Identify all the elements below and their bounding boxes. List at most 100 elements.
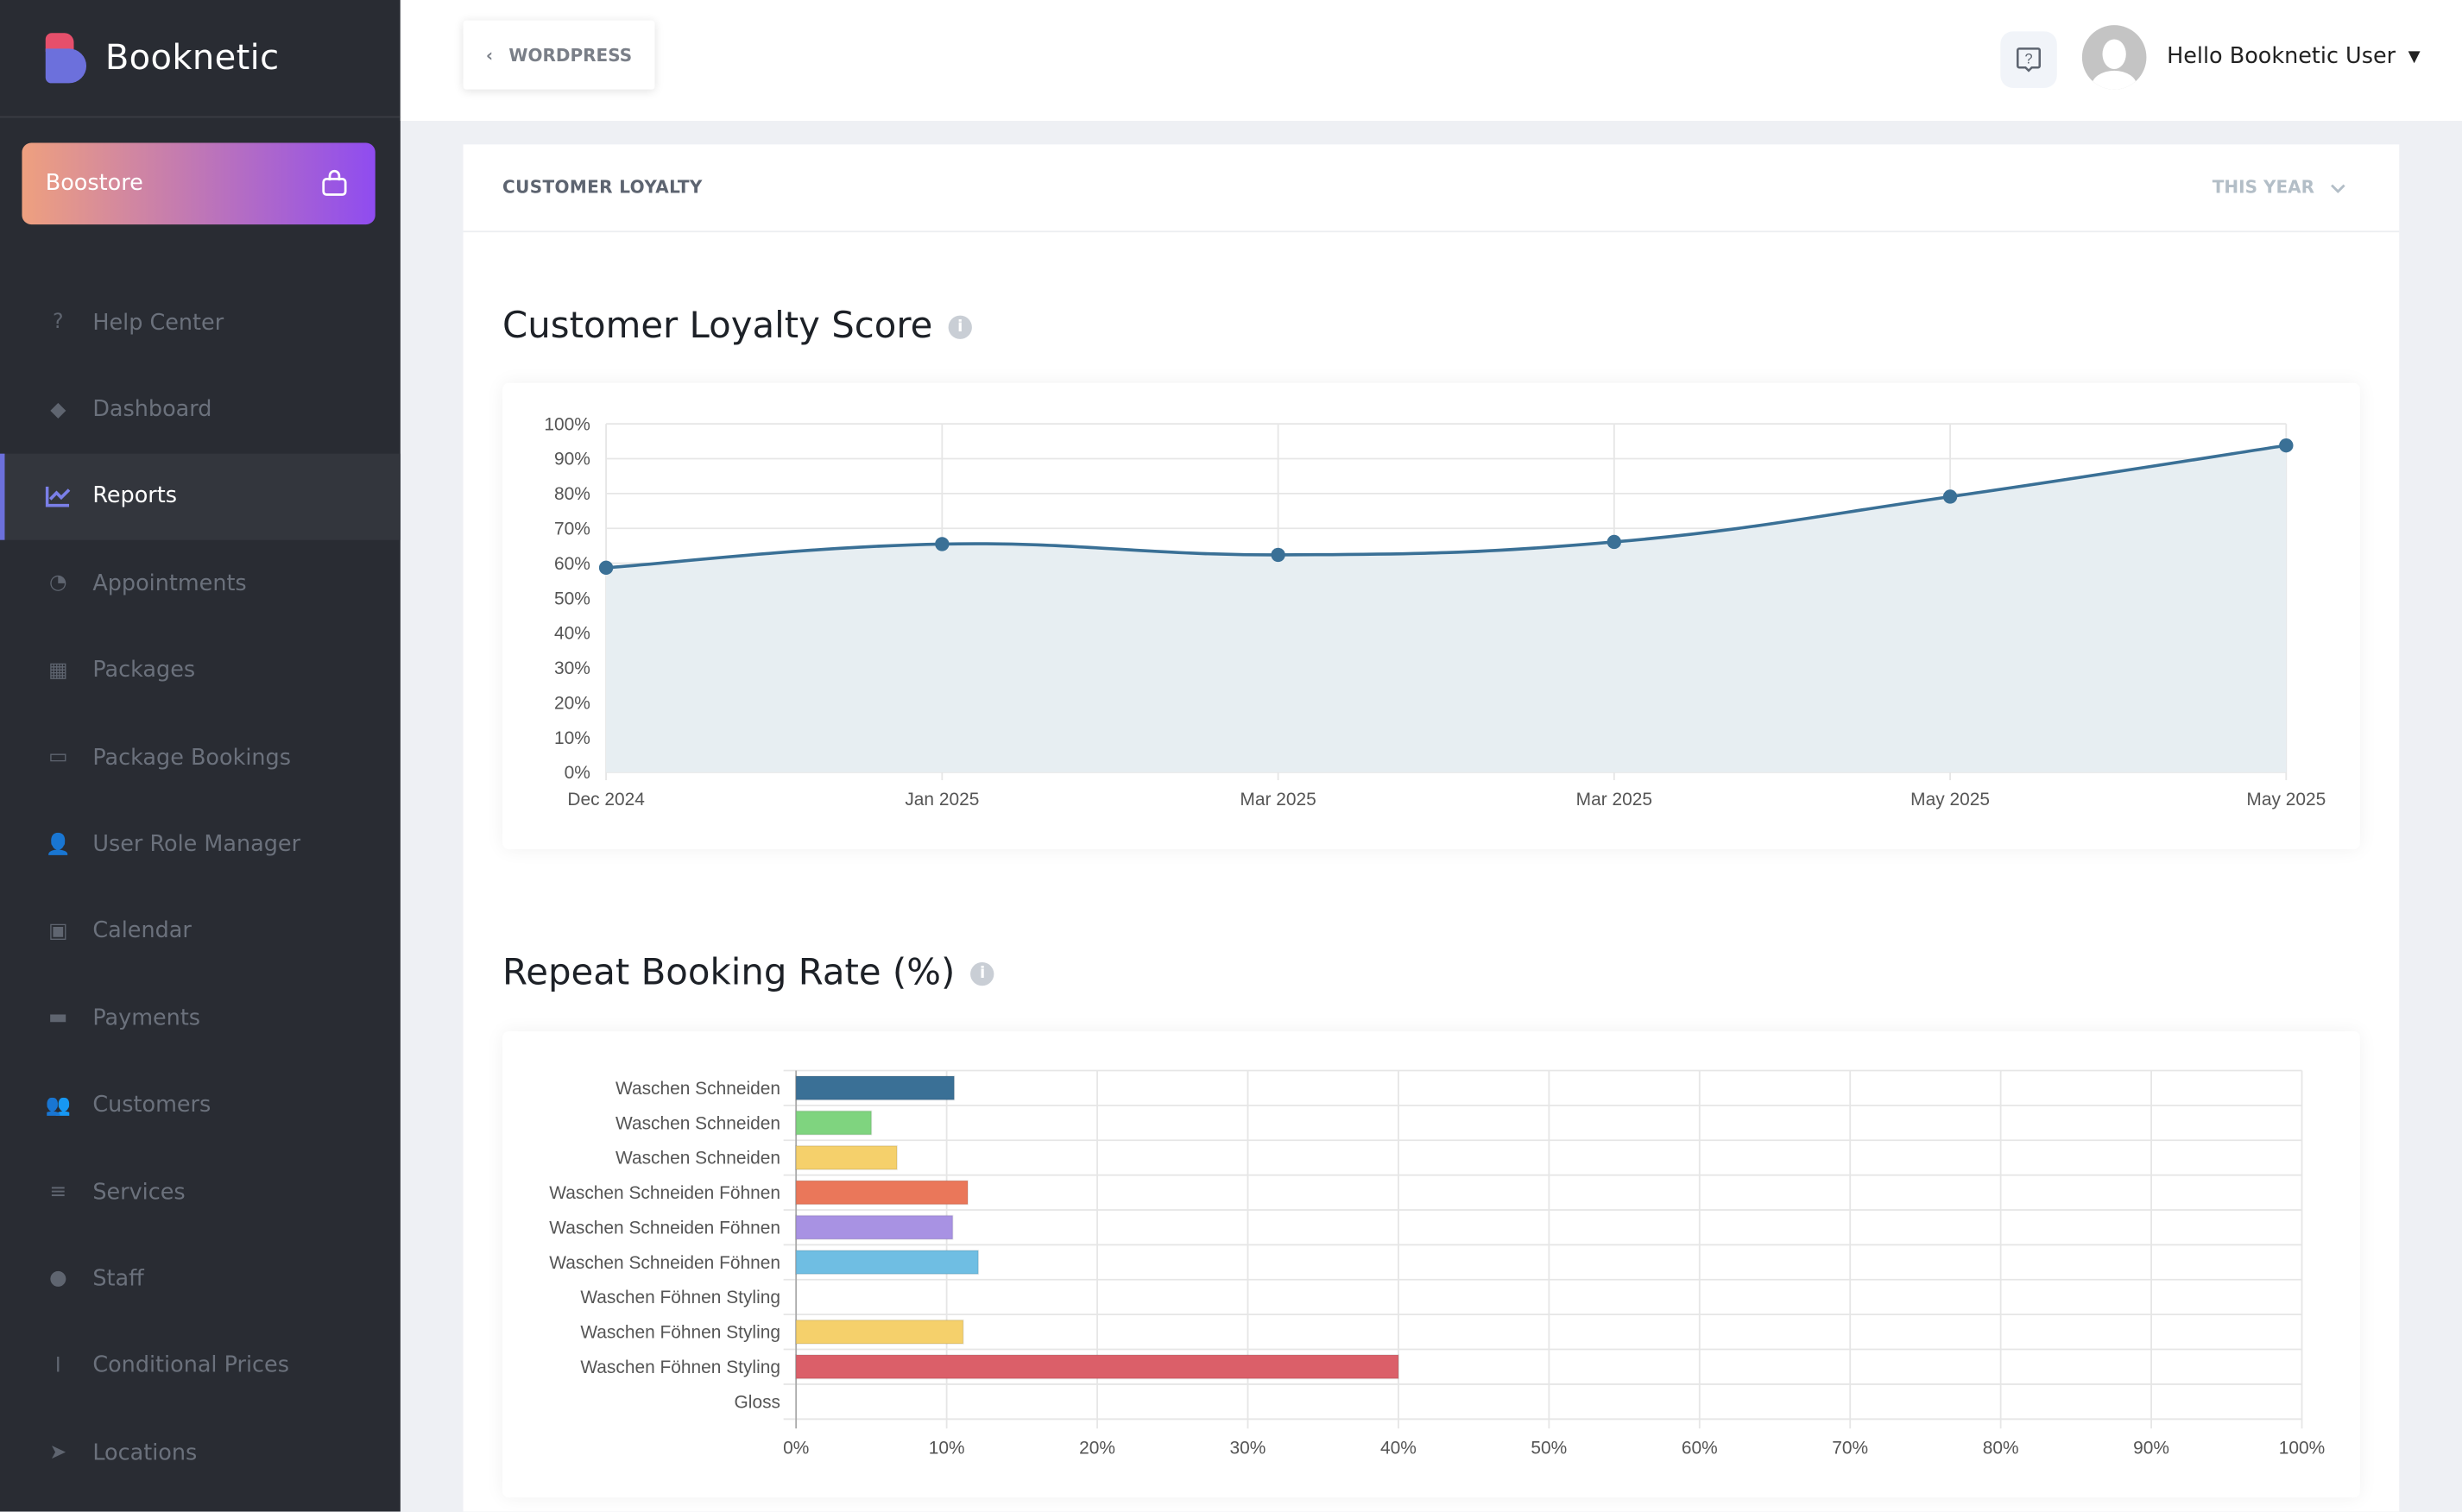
clock-icon: ◔ (48, 571, 67, 596)
loyalty-score-title-text: Customer Loyalty Score (502, 306, 933, 347)
bar (795, 1144, 898, 1170)
y-tick-label: 60% (554, 554, 590, 574)
y-tick-label: 10% (554, 728, 590, 748)
repeat-booking-title-text: Repeat Booking Rate (%) (502, 953, 956, 994)
question-circle-icon: ? (53, 311, 64, 335)
customer-loyalty-card: CUSTOMER LOYALTY THIS YEAR Customer Loya… (463, 144, 2400, 1512)
x-tick-label: 0% (783, 1438, 809, 1458)
x-tick-label: 80% (1983, 1438, 2019, 1458)
repeat-booking-title: Repeat Booking Rate (%) i (502, 953, 994, 993)
sidebar-item-label: Calendar (92, 918, 192, 944)
y-category-label: Gloss (735, 1392, 780, 1412)
repeat-booking-chart-box: 0% 10% 20% 30% 40% 50% 60% 70% 80% 90% 100% Waschen… (502, 1031, 2360, 1498)
bar (795, 1354, 1399, 1380)
loyalty-chart-box: 0% 10% 20% 30% 40% 50% 60% 70% 80% 90% 100% Dec 202… (502, 382, 2360, 850)
x-tick-label: May 2025 (2246, 790, 2326, 810)
y-category-label: Waschen Föhnen Styling (580, 1358, 780, 1377)
chevron-down-icon (2331, 183, 2345, 192)
sidebar-item-payments[interactable]: ▬ Payments (0, 975, 401, 1062)
x-tick-label: 50% (1531, 1438, 1567, 1458)
user-greeting: Hello Booknetic User (2167, 43, 2396, 70)
y-category-label: Waschen Föhnen Styling (580, 1323, 780, 1343)
bar (795, 1319, 964, 1345)
y-tick-label: 40% (554, 624, 590, 644)
x-tick-label: 20% (1079, 1438, 1115, 1458)
sidebar-item-label: Reports (92, 484, 177, 510)
y-tick-label: 30% (554, 658, 590, 678)
period-dropdown[interactable]: THIS YEAR (2213, 178, 2346, 198)
x-tick-label: Jan 2025 (905, 790, 979, 810)
y-category-label: Waschen Schneiden (616, 1079, 780, 1099)
sidebar-item-customers[interactable]: 👥 Customers (0, 1062, 401, 1150)
y-tick-label: 50% (554, 589, 590, 608)
series-line (605, 444, 2287, 570)
x-tick-label: Mar 2025 (1240, 790, 1316, 810)
boostore-label: Boostore (45, 171, 143, 197)
boostore-button[interactable]: Boostore (22, 142, 376, 225)
sidebar-item-label: Services (92, 1180, 186, 1206)
sidebar-item-reports[interactable]: Reports (0, 453, 401, 541)
sidebar-item-dashboard[interactable]: ◆ Dashboard (0, 367, 401, 454)
y-category-label: Waschen Schneiden Föhnen (549, 1183, 780, 1203)
sidebar-item-appointments[interactable]: ◔ Appointments (0, 540, 401, 627)
y-category-label: Waschen Schneiden (616, 1149, 780, 1169)
y-category-label: Waschen Schneiden Föhnen (549, 1218, 780, 1238)
x-tick-label: Mar 2025 (1576, 790, 1652, 810)
info-icon[interactable]: i (948, 314, 972, 338)
data-point (598, 560, 614, 576)
sidebar-item-staff[interactable]: ● Staff (0, 1236, 401, 1323)
sidebar-item-locations[interactable]: ➤ Locations (0, 1410, 401, 1497)
x-tick-label: 10% (929, 1438, 965, 1458)
app-name: Booknetic (104, 38, 280, 79)
sidebar-item-label: Package Bookings (92, 745, 292, 771)
booknetic-logo-icon (45, 33, 87, 84)
sidebar-item-package-bookings[interactable]: ▭ Package Bookings (0, 715, 401, 802)
shopping-bag-icon (322, 169, 347, 196)
avatar[interactable] (2081, 25, 2147, 90)
info-icon[interactable]: i (970, 961, 994, 986)
cube-icon: ◆ (50, 398, 66, 422)
svg-text:?: ? (2024, 52, 2032, 67)
sidebar-item-help-center[interactable]: ? Help Center (0, 280, 401, 367)
sidebar-item-label: Conditional Prices (92, 1353, 290, 1379)
sidebar-item-packages[interactable]: ▦ Packages (0, 627, 401, 715)
list-icon: ≡ (49, 1180, 67, 1205)
x-tick-label: 70% (1832, 1438, 1868, 1458)
x-tick-label: 60% (1682, 1438, 1718, 1458)
data-point (1271, 547, 1285, 563)
y-category-label: Waschen Schneiden (616, 1113, 780, 1133)
card-title: CUSTOMER LOYALTY (502, 177, 703, 198)
loyalty-score-title: Customer Loyalty Score i (502, 306, 972, 347)
sidebar-item-label: Customers (92, 1093, 211, 1118)
wordpress-label: WORDPRESS (508, 44, 633, 66)
sidebar-item-calendar[interactable]: ▣ Calendar (0, 888, 401, 975)
data-point (935, 537, 950, 551)
sidebar-item-user-role-manager[interactable]: 👤 User Role Manager (0, 801, 401, 888)
boxes-icon: ▦ (48, 658, 68, 683)
user-plus-icon: 👤 (45, 832, 72, 857)
sidebar-item-label: Dashboard (92, 397, 212, 423)
wordpress-back-button[interactable]: ‹ WORDPRESS (463, 20, 655, 90)
area-fill (606, 445, 2287, 772)
bar (795, 1250, 980, 1276)
y-tick-label: 0% (565, 763, 590, 783)
chevron-left-icon: ‹ (485, 44, 494, 66)
location-arrow-icon: ➤ (49, 1441, 67, 1465)
logo[interactable]: Booknetic (0, 0, 401, 118)
sidebar-item-services[interactable]: ≡ Services (0, 1149, 401, 1236)
data-point (2279, 438, 2294, 453)
y-category-label: Waschen Schneiden Föhnen (549, 1253, 780, 1273)
y-tick-label: 20% (554, 693, 590, 713)
sidebar-item-conditional-prices[interactable]: I Conditional Prices (0, 1323, 401, 1410)
help-button[interactable]: ? (2000, 31, 2057, 88)
loyalty-line-chart: 0% 10% 20% 30% 40% 50% 60% 70% 80% 90% 100% Dec 202… (544, 414, 2326, 810)
bar (795, 1180, 969, 1206)
users-icon: 👥 (45, 1093, 72, 1118)
i-cursor-icon: I (54, 1354, 61, 1378)
sidebar-nav: ? Help Center ◆ Dashboard Reports ◔ Appointmen… (0, 280, 401, 1497)
question-bubble-icon: ? (2017, 47, 2042, 72)
y-tick-label: 100% (544, 414, 590, 434)
user-menu[interactable]: Hello Booknetic User ▼ (2167, 44, 2421, 69)
sidebar-item-label: Appointments (92, 570, 247, 596)
x-tick-label: 90% (2133, 1438, 2169, 1458)
